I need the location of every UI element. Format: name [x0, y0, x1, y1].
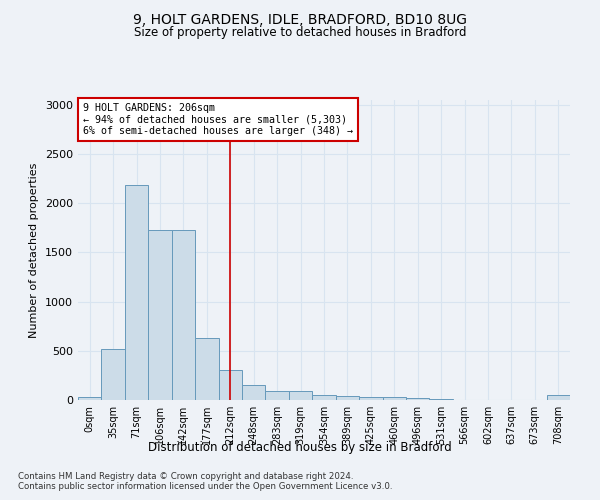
Bar — [547, 395, 570, 400]
Bar — [148, 230, 172, 400]
Bar — [172, 230, 195, 400]
Bar — [383, 397, 406, 400]
Bar — [78, 397, 101, 400]
Bar — [430, 399, 453, 400]
Text: Size of property relative to detached houses in Bradford: Size of property relative to detached ho… — [134, 26, 466, 39]
Text: 9, HOLT GARDENS, IDLE, BRADFORD, BD10 8UG: 9, HOLT GARDENS, IDLE, BRADFORD, BD10 8U… — [133, 12, 467, 26]
Bar — [406, 398, 430, 400]
Bar — [289, 391, 312, 400]
Bar — [195, 338, 218, 400]
Bar — [242, 385, 265, 400]
Text: 9 HOLT GARDENS: 206sqm
← 94% of detached houses are smaller (5,303)
6% of semi-d: 9 HOLT GARDENS: 206sqm ← 94% of detached… — [83, 103, 353, 136]
Text: Contains public sector information licensed under the Open Government Licence v3: Contains public sector information licen… — [18, 482, 392, 491]
Bar — [101, 349, 125, 400]
Text: Distribution of detached houses by size in Bradford: Distribution of detached houses by size … — [148, 441, 452, 454]
Y-axis label: Number of detached properties: Number of detached properties — [29, 162, 40, 338]
Bar — [359, 397, 383, 400]
Bar — [218, 370, 242, 400]
Bar — [125, 185, 148, 400]
Text: Contains HM Land Registry data © Crown copyright and database right 2024.: Contains HM Land Registry data © Crown c… — [18, 472, 353, 481]
Bar — [265, 391, 289, 400]
Bar — [312, 394, 336, 400]
Bar — [336, 396, 359, 400]
